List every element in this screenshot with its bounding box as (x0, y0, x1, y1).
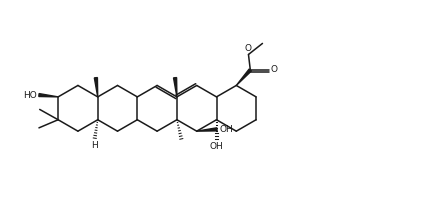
Text: O: O (271, 65, 278, 74)
Text: O: O (245, 44, 252, 53)
Polygon shape (94, 78, 98, 97)
Text: OH: OH (210, 142, 224, 151)
Text: H: H (91, 141, 97, 150)
Text: HO: HO (23, 90, 37, 99)
Polygon shape (173, 78, 177, 97)
Polygon shape (197, 128, 217, 131)
Polygon shape (39, 94, 58, 97)
Text: OH: OH (219, 125, 233, 134)
Polygon shape (236, 69, 252, 85)
